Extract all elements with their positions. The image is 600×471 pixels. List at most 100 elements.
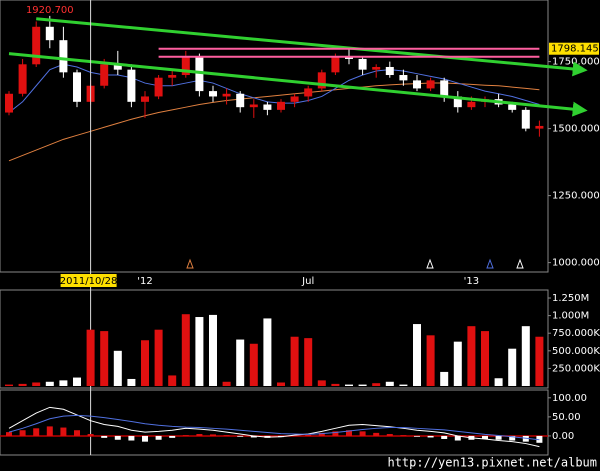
volume-bar — [127, 378, 136, 386]
macd-line — [8, 414, 540, 441]
macd-bar — [441, 435, 448, 439]
candle-body — [372, 66, 381, 70]
macd-bar — [332, 431, 339, 436]
macd-bar — [346, 430, 352, 436]
macd-bar — [250, 435, 257, 438]
volume-bar — [181, 314, 190, 386]
volume-bar — [18, 383, 27, 386]
y-tick-label: 1500.000 — [552, 124, 600, 135]
candle-body — [263, 104, 272, 110]
macd-bar — [6, 432, 12, 436]
macd-bar — [182, 435, 189, 436]
candle-body — [277, 101, 285, 110]
macd-bar — [223, 435, 230, 436]
macd-bar — [46, 426, 53, 436]
volume-bar — [113, 350, 122, 386]
macd-bar — [210, 434, 216, 436]
volume-bar — [440, 371, 449, 386]
y-tick-label: 1.250M — [552, 293, 589, 304]
macd-bar — [427, 435, 434, 438]
volume-panel — [0, 289, 549, 389]
volume-bar — [426, 335, 435, 386]
macd-bar — [414, 435, 420, 437]
candle-body — [521, 109, 530, 129]
volume-bar — [154, 329, 163, 386]
volume-bar — [73, 377, 81, 386]
volume-bar — [59, 380, 68, 386]
trendline — [8, 52, 588, 117]
macd-bar — [19, 430, 26, 436]
candle-body — [5, 93, 13, 113]
volume-bar — [345, 384, 353, 386]
candle-body — [181, 56, 190, 76]
volume-bar — [32, 382, 41, 386]
volume-bar — [277, 382, 285, 386]
macd-bar — [400, 435, 407, 436]
macd-bar — [114, 435, 121, 440]
candle-body — [331, 56, 340, 73]
candle-body — [209, 91, 217, 97]
macd-bar — [305, 434, 312, 436]
macd-bar — [87, 434, 94, 436]
y-tick-label: 1250.000 — [552, 191, 600, 202]
candle-body — [18, 64, 27, 94]
moving-average — [8, 82, 540, 162]
volume-bar — [45, 381, 54, 386]
volume-bar — [5, 384, 13, 386]
macd-bar — [318, 432, 325, 436]
volume-bar — [481, 331, 489, 386]
macd-bar — [495, 435, 502, 440]
volume-bar — [222, 381, 231, 386]
macd-bar — [359, 431, 366, 436]
candle-body — [73, 72, 81, 102]
y-tick-label: 50.00 — [552, 412, 581, 423]
candle-body — [222, 93, 231, 97]
macd-bar — [454, 435, 461, 441]
volume-bar — [508, 348, 517, 386]
x-tick-label: '12 — [137, 276, 152, 287]
candle-body — [317, 72, 326, 89]
candle-body — [59, 40, 68, 73]
candle-body — [168, 75, 177, 78]
x-tick-label: '13 — [464, 276, 479, 287]
cursor-date-tag — [60, 274, 117, 287]
y-tick-label: 1000.000 — [552, 258, 600, 269]
price-panel — [0, 0, 549, 273]
y-tick-label: 250.000K — [552, 363, 600, 374]
volume-bar — [413, 324, 421, 386]
candle-body — [385, 66, 394, 76]
candle-body — [440, 80, 449, 97]
high-label: 1920.700 — [26, 5, 74, 16]
macd-bar — [373, 432, 380, 436]
trendline — [36, 17, 588, 77]
candle-body — [249, 104, 258, 108]
y-tick-label: 1.000M — [552, 311, 589, 322]
macd-bar — [482, 435, 488, 439]
volume-bar — [385, 381, 394, 386]
candle-body — [508, 104, 517, 110]
x-tick-label: Jul — [301, 276, 314, 287]
candle-body — [413, 80, 421, 89]
macd-bar — [522, 435, 529, 442]
macd-bar — [237, 435, 244, 437]
macd-bar — [196, 434, 203, 436]
candle-body — [236, 93, 245, 108]
candle-body — [290, 96, 299, 102]
volume-bar — [331, 383, 340, 386]
volume-bar — [209, 314, 217, 386]
candle-body — [45, 26, 54, 41]
y-tick-label: 100.00 — [552, 393, 587, 404]
volume-bar — [249, 343, 258, 386]
last-price-tag — [549, 42, 599, 55]
last-price-label: 1798.145 — [551, 44, 599, 55]
volume-bar — [535, 336, 544, 386]
macd-bar — [128, 435, 135, 441]
volume-bar — [168, 375, 177, 386]
candle-body — [535, 125, 544, 129]
macd-bar — [74, 430, 80, 436]
macd-bar — [33, 428, 40, 436]
volume-bar — [317, 380, 326, 386]
macd-bar — [155, 435, 162, 440]
x-tick-label: 2011/10/28 — [60, 276, 118, 287]
